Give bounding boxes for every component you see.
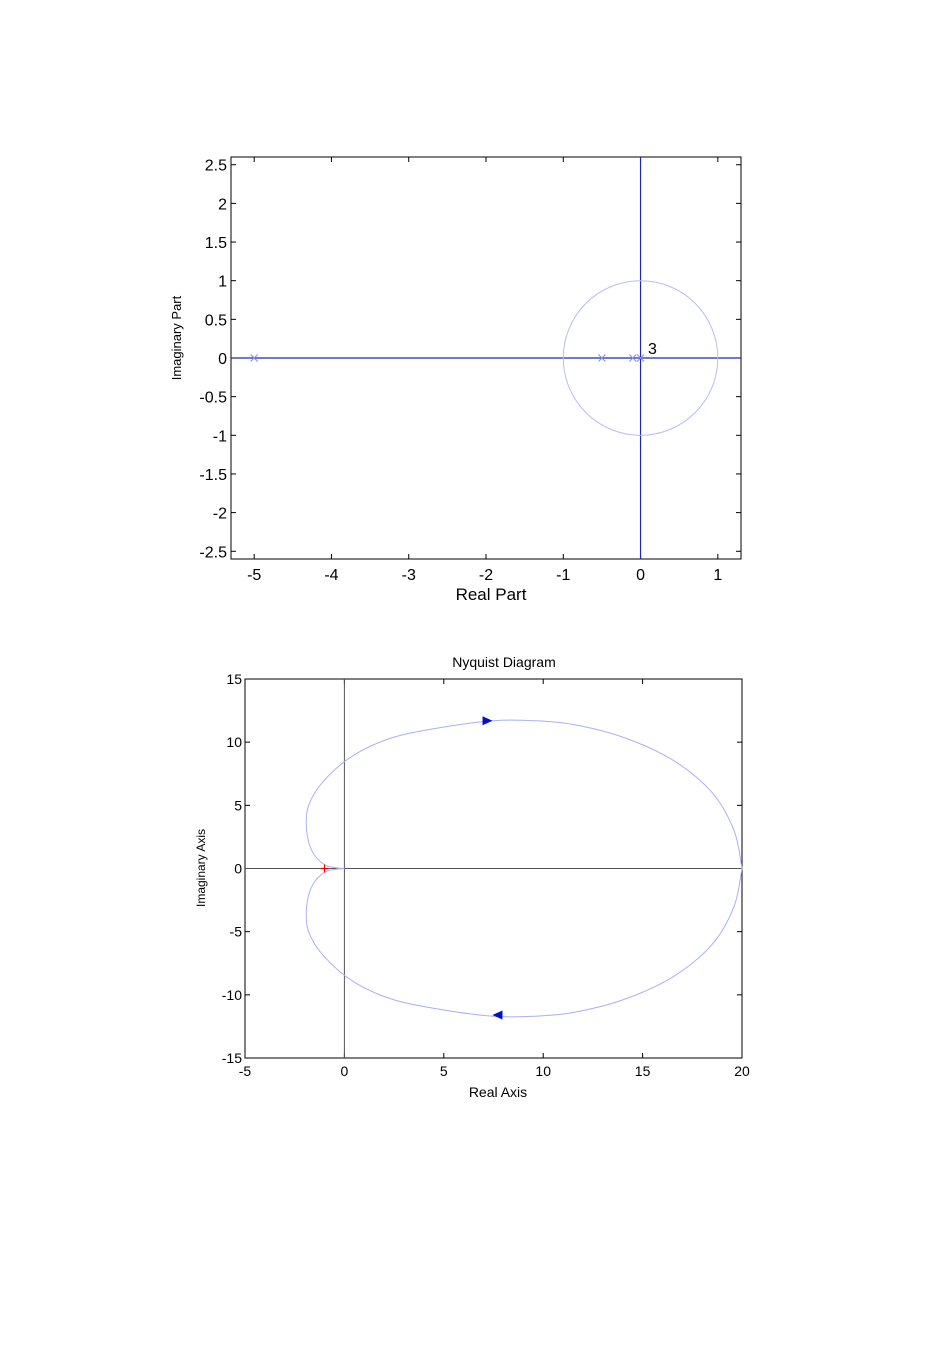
y-tick-label: -2 bbox=[213, 506, 227, 523]
x-axis-label: Real Part bbox=[456, 585, 527, 604]
x-tick-label: -2 bbox=[479, 567, 493, 584]
x-axis-label: Real Axis bbox=[469, 1084, 527, 1100]
x-tick-label: 5 bbox=[440, 1063, 448, 1079]
y-tick-label: -5 bbox=[230, 924, 243, 940]
x-tick-label: -4 bbox=[324, 567, 338, 584]
x-tick-label: -3 bbox=[402, 567, 416, 584]
y-tick-label: 1.5 bbox=[205, 235, 227, 252]
origin-axes bbox=[245, 679, 742, 1058]
origin-axes bbox=[231, 157, 741, 559]
x-tick-label: 0 bbox=[636, 567, 645, 584]
y-axis-label: Imaginary Part bbox=[169, 295, 184, 380]
pole-marker-stroke bbox=[628, 354, 637, 362]
nyquist-curve-upper bbox=[305, 719, 743, 869]
tick-group: -5 -4 -3 -2 -1 0 1 2.5 2 1.5 1 0.5 0 -0.5 -1 -1.5 -2 -2.5 bbox=[199, 157, 741, 584]
pole-marker bbox=[628, 354, 637, 362]
direction-arrow bbox=[482, 716, 493, 726]
y-tick-label: -1.5 bbox=[199, 467, 227, 484]
y-tick-label: 15 bbox=[226, 671, 242, 687]
y-tick-label: 0 bbox=[218, 351, 227, 368]
x-tick-label: 20 bbox=[734, 1063, 750, 1079]
y-tick-label: 0.5 bbox=[205, 312, 227, 329]
x-tick-label: 0 bbox=[341, 1063, 349, 1079]
y-tick-label: -10 bbox=[222, 987, 242, 1003]
x-tick-label: 10 bbox=[535, 1063, 551, 1079]
y-tick-label: 2.5 bbox=[205, 158, 227, 175]
pole-marker bbox=[250, 354, 259, 362]
pole-marks bbox=[250, 280, 719, 436]
pole-marker-stroke bbox=[636, 354, 645, 362]
y-tick-label: 10 bbox=[226, 734, 242, 750]
y-tick-label: -1 bbox=[213, 428, 227, 445]
pole-multiplicity-label: 3 bbox=[648, 341, 657, 358]
x-tick-label: 15 bbox=[635, 1063, 651, 1079]
y-tick-label: -0.5 bbox=[199, 390, 227, 407]
pole-zero-plot: -5 -4 -3 -2 -1 0 1 2.5 2 1.5 1 0.5 0 -0.5 -1 -1.5 -2 -2.5… bbox=[169, 156, 742, 604]
unit-circle bbox=[562, 280, 719, 436]
pole-marker-stroke bbox=[597, 354, 606, 362]
direction-arrow bbox=[492, 1010, 503, 1020]
y-tick-label: 2 bbox=[218, 196, 227, 213]
nyquist-plot: Nyquist Diagram -5 0 5 10 15 20 15 10 5 0 -5 -10 -15… bbox=[194, 654, 750, 1100]
nyquist-curve-lower bbox=[305, 868, 743, 1018]
pole-marker bbox=[597, 354, 606, 362]
x-tick-label: -5 bbox=[239, 1063, 252, 1079]
pole-marker bbox=[636, 354, 645, 362]
pole-marker-stroke bbox=[250, 354, 259, 362]
tick-group: -5 0 5 10 15 20 15 10 5 0 -5 -10 -15 bbox=[222, 671, 750, 1079]
y-tick-label: -15 bbox=[222, 1050, 242, 1066]
y-tick-label: 1 bbox=[218, 274, 227, 291]
x-tick-label: -1 bbox=[556, 567, 570, 584]
x-tick-label: -5 bbox=[247, 567, 261, 584]
y-axis-label: Imaginary Axis bbox=[194, 829, 208, 907]
chart-title: Nyquist Diagram bbox=[452, 654, 555, 670]
y-tick-label: -2.5 bbox=[199, 544, 227, 561]
x-tick-label: 1 bbox=[713, 567, 722, 584]
nyquist-curve-group bbox=[305, 716, 743, 1020]
y-tick-label: 5 bbox=[234, 797, 242, 813]
y-tick-label: 0 bbox=[234, 861, 242, 877]
